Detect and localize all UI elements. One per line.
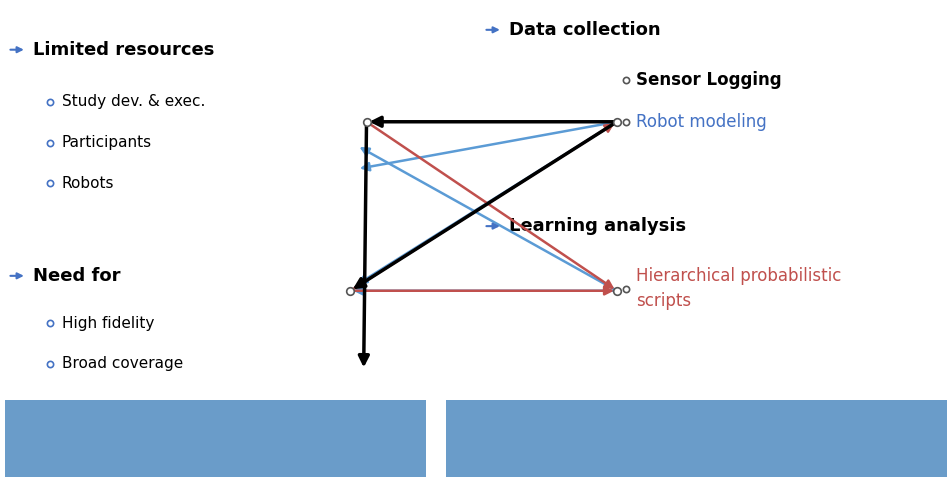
Text: Data collection: Data collection bbox=[509, 21, 661, 39]
Text: Participants: Participants bbox=[62, 135, 152, 150]
Text: Approach: Approach bbox=[474, 429, 566, 448]
Text: Hierarchical probabilistic: Hierarchical probabilistic bbox=[636, 267, 842, 285]
Text: High fidelity: High fidelity bbox=[62, 316, 154, 331]
FancyBboxPatch shape bbox=[5, 400, 426, 477]
Text: Robots: Robots bbox=[62, 176, 114, 191]
Text: Limited resources: Limited resources bbox=[33, 41, 215, 59]
Text: Study dev. & exec.: Study dev. & exec. bbox=[62, 94, 206, 109]
Text: scripts: scripts bbox=[636, 292, 691, 310]
FancyBboxPatch shape bbox=[446, 400, 947, 477]
Text: Constraints: Constraints bbox=[36, 429, 148, 448]
Text: Need for: Need for bbox=[33, 267, 121, 285]
Text: Sensor Logging: Sensor Logging bbox=[636, 71, 782, 88]
Text: Broad coverage: Broad coverage bbox=[62, 356, 183, 371]
Text: Robot modeling: Robot modeling bbox=[636, 113, 766, 131]
Text: Learning analysis: Learning analysis bbox=[509, 217, 686, 235]
